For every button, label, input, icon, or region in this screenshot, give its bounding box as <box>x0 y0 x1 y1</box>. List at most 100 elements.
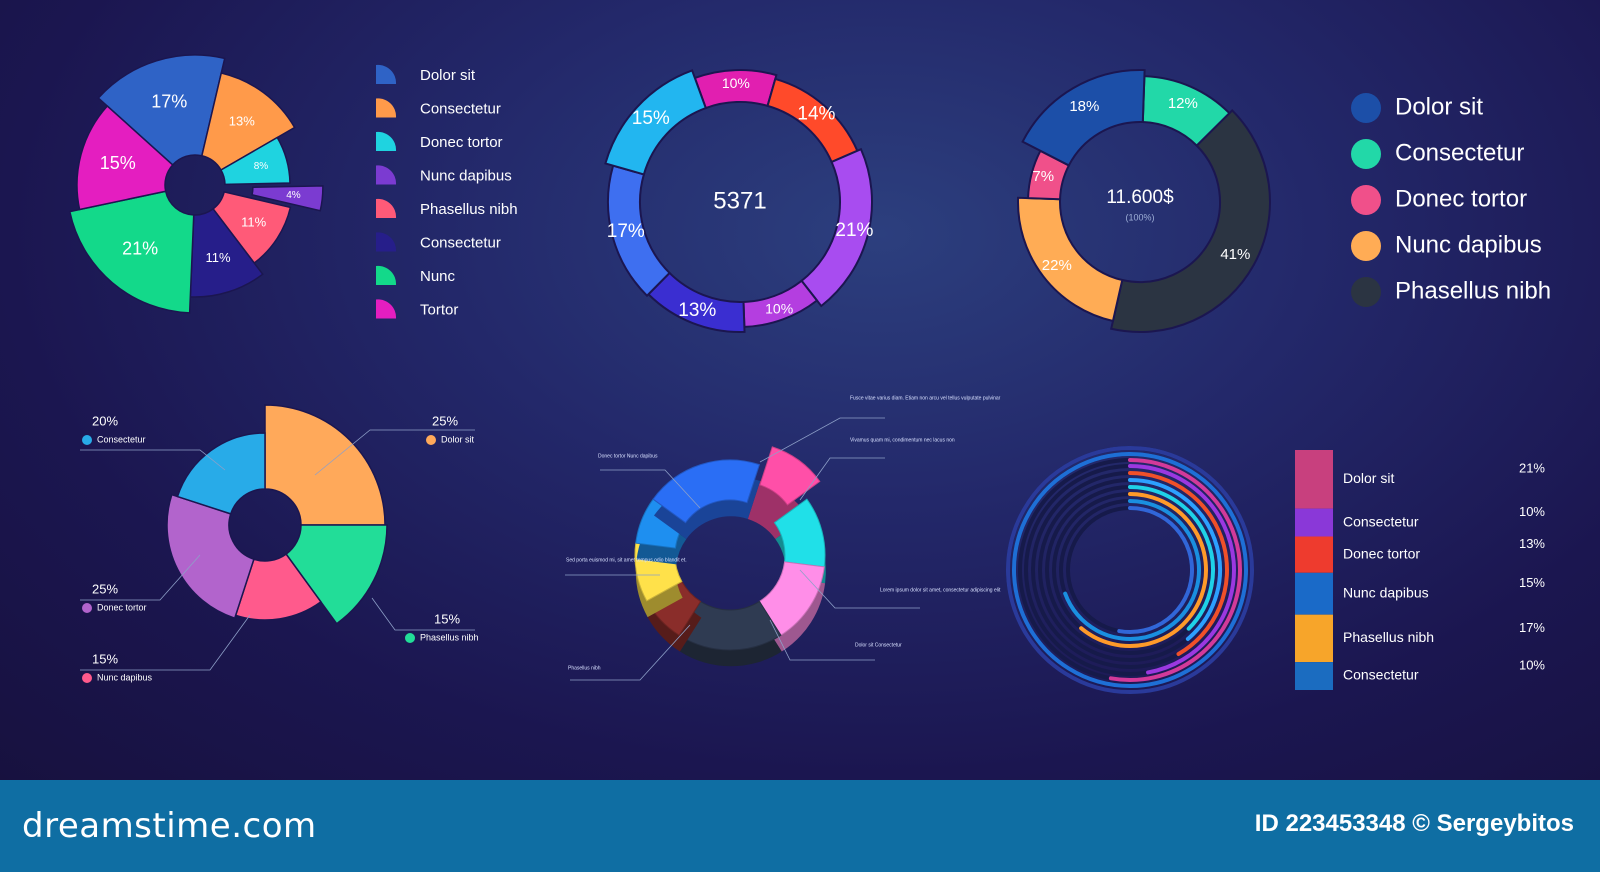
radial-bar <box>1063 499 1201 641</box>
segment-label: 22% <box>1042 257 1072 274</box>
ring-segment <box>652 459 760 524</box>
segment-label: 17% <box>607 221 645 242</box>
legend-label: Dolor sit <box>420 67 476 84</box>
donut-chart-total: 10% 14% 21% 10% 13% 17% 15% 5371 <box>604 69 874 333</box>
callout-label: Consectetur <box>97 434 146 444</box>
chart-canvas: 17% 13% 8% 4% 11% 11% 21% 15% Dolor sit Consecte… <box>0 0 1600 780</box>
segment-label: 10% <box>765 300 793 316</box>
legend-label: Nunc dapibus <box>1395 231 1542 258</box>
donut-legend: Dolor sit Consectetur Donec tortor Nunc dap… <box>1351 93 1551 307</box>
segment-label: 14% <box>797 104 835 125</box>
callout-note: Lorem ipsum dolor sit amet, consectetur … <box>880 587 1001 593</box>
3d-ring-chart: Fusce vitae varius diam. Etiam non arcu … <box>565 395 1001 681</box>
legend-swatch <box>1351 185 1381 215</box>
pie-slice <box>200 72 296 172</box>
legend-swatch <box>376 198 397 218</box>
bar-segment <box>1295 614 1333 663</box>
segment-label: 41% <box>1220 246 1250 263</box>
callout-label: Phasellus nibh <box>420 632 479 642</box>
legend-swatch <box>376 232 397 252</box>
slice-label: 21% <box>122 239 158 259</box>
slice-label: 17% <box>151 92 187 112</box>
radial-bar <box>1117 506 1194 634</box>
callout-note: Phasellus nibh <box>568 665 601 671</box>
callout-dot <box>82 435 92 445</box>
bar-segment <box>1295 662 1333 690</box>
donut-segment <box>800 147 873 308</box>
callout-dot <box>405 633 415 643</box>
legend-label: Consectetur <box>420 100 501 117</box>
donut-center-subtext: (100%) <box>1125 212 1154 222</box>
radial-bar <box>1128 464 1236 675</box>
pie-slice <box>97 54 226 166</box>
bar-category-label: Consectetur <box>1343 513 1419 529</box>
legend-label: Donec tortor <box>1395 185 1527 212</box>
slice-label: 11% <box>205 250 230 265</box>
legend-label: Donec tortor <box>420 134 503 151</box>
pie-slice <box>251 185 324 212</box>
radial-bar <box>1128 485 1215 631</box>
segment-label: 7% <box>1032 168 1054 185</box>
ring-segment <box>759 446 821 506</box>
legend-label: Nunc <box>420 268 456 285</box>
donut-segment <box>264 404 386 526</box>
callout-leader-line <box>80 614 251 671</box>
callout-leader-line <box>371 597 475 631</box>
radial-bar <box>1108 458 1242 682</box>
callout-leader-line <box>799 569 920 609</box>
bar-category-label: Donec tortor <box>1343 545 1420 561</box>
callout-dot <box>82 603 92 613</box>
legend-swatch <box>376 265 397 285</box>
radial-bar-chart: Dolor sit 21% Consectetur 10% Donec tortor 13… <box>1006 446 1545 694</box>
bar-category-label: Dolor sit <box>1343 470 1394 486</box>
callout-dot <box>426 435 436 445</box>
donut-segment <box>1017 196 1124 323</box>
slice-label: 4% <box>286 190 301 201</box>
bar-segment <box>1295 536 1333 573</box>
callout-leader-line <box>759 417 885 463</box>
callout-leader-line <box>799 457 885 501</box>
image-credit: ID 223453348 © Sergeybitos <box>1254 810 1574 837</box>
legend-swatch <box>376 165 397 185</box>
callout-leader-line <box>314 429 475 476</box>
pie-slice <box>68 190 195 314</box>
legend-label: Phasellus nibh <box>1395 277 1551 304</box>
segment-label: 10% <box>722 75 750 91</box>
bar-category-label: Phasellus nibh <box>1343 629 1434 645</box>
callout-leader-line <box>80 449 226 471</box>
bar-value-label: 17% <box>1519 620 1545 635</box>
donut-center-value: 11.600$ <box>1106 187 1174 208</box>
donut-segment <box>1110 108 1271 333</box>
callout-value: 25% <box>432 413 458 428</box>
donut-center-value: 5371 <box>713 187 766 214</box>
callout-donut-chart: 20% Consectetur 25% Dolor sit 25% Donec torto… <box>80 404 479 683</box>
segment-label: 15% <box>632 108 670 129</box>
slice-label: 11% <box>241 215 266 230</box>
callout-label: Donec tortor <box>97 602 147 612</box>
radial-bar <box>1006 446 1255 694</box>
callout-note: Vivamus quam mi, condimentum nec lacus n… <box>850 437 955 443</box>
bar-segment <box>1295 572 1333 615</box>
bar-category-label: Consectetur <box>1343 667 1419 683</box>
callout-value: 15% <box>92 651 118 666</box>
charts-panel: 17% 13% 8% 4% 11% 11% 21% 15% Dolor sit Consecte… <box>68 54 1551 694</box>
radial-bar <box>1012 452 1248 688</box>
brand-logo-text[interactable]: dreamstime.com <box>22 806 317 846</box>
donut-segment <box>166 493 255 620</box>
donut-segment <box>234 553 322 621</box>
bar-value-label: 10% <box>1519 504 1545 519</box>
callout-value: 25% <box>92 581 118 596</box>
legend-swatch <box>376 299 397 319</box>
callout-note: Donec tortor Nunc dapibus <box>598 453 658 459</box>
legend-swatch <box>1351 93 1381 123</box>
callout-leader-line <box>80 554 201 601</box>
callout-leader-line <box>769 619 875 661</box>
slice-label: 8% <box>254 161 269 172</box>
pie-legend: Dolor sit Consectetur Donec tortor Nunc dap… <box>376 64 518 319</box>
donut-segment <box>285 524 388 625</box>
callout-label: Nunc dapibus <box>97 672 153 682</box>
segment-label: 12% <box>1168 95 1198 112</box>
legend-swatch <box>1351 139 1381 169</box>
bar-value-label: 21% <box>1519 461 1545 476</box>
slice-label: 15% <box>100 153 136 173</box>
